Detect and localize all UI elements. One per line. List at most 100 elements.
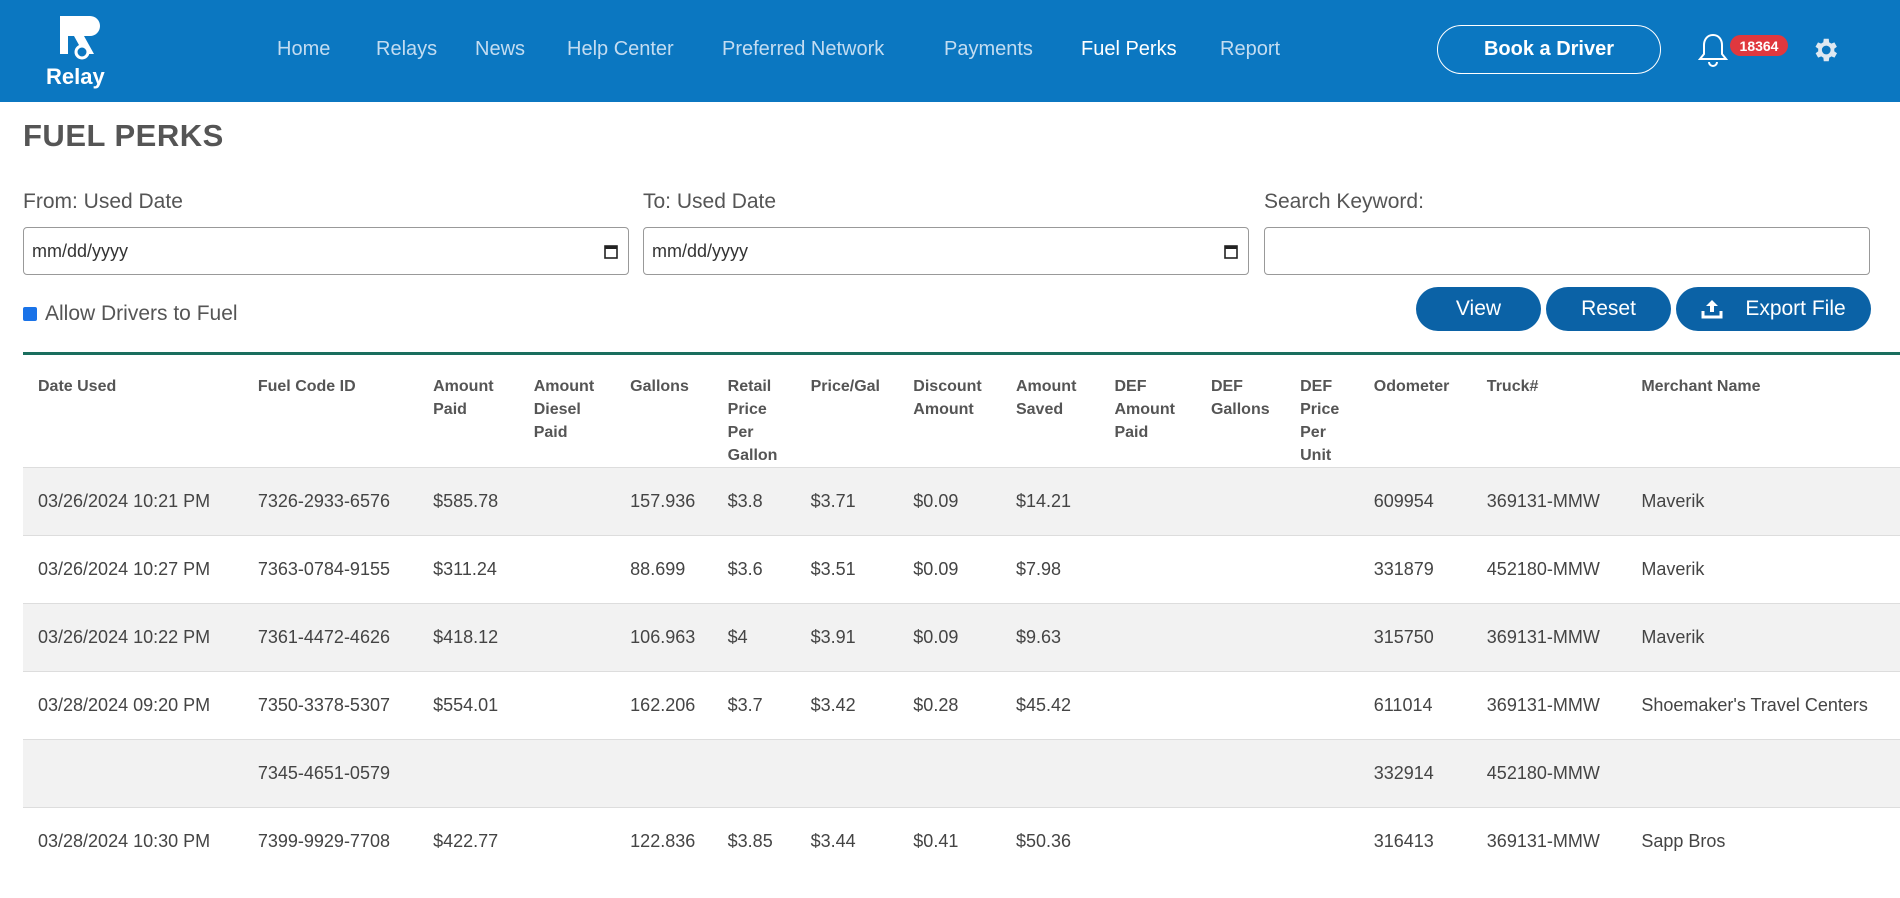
nav-link[interactable]: Preferred Network [722, 38, 884, 61]
table-cell: 609954 [1359, 468, 1472, 536]
book-driver-button[interactable]: Book a Driver [1437, 25, 1661, 74]
table-cell: 369131-MMW [1472, 808, 1627, 876]
to-date-input[interactable]: mm/dd/yyyy [643, 227, 1249, 275]
table-cell: $554.01 [418, 672, 519, 740]
table-body: 03/26/2024 10:21 PM7326-2933-6576$585.78… [23, 468, 1900, 876]
table-cell: $50.36 [1001, 808, 1100, 876]
table-cell [519, 468, 615, 536]
table-cell [1099, 604, 1195, 672]
fuel-table: Date UsedFuel Code IDAmount PaidAmount D… [23, 355, 1900, 875]
table-cell [1285, 808, 1359, 876]
nav-link[interactable]: Fuel Perks [1081, 38, 1177, 61]
export-button[interactable]: Export File [1676, 287, 1871, 331]
table-cell [1099, 468, 1195, 536]
calendar-icon[interactable] [1224, 244, 1238, 259]
table-cell: Shoemaker's Travel Centers [1626, 672, 1900, 740]
settings-icon[interactable] [1810, 35, 1840, 65]
search-label: Search Keyword: [1264, 190, 1424, 214]
table-cell: $7.98 [1001, 536, 1100, 604]
nav-link[interactable]: Report [1220, 38, 1280, 61]
nav-link[interactable]: Home [277, 38, 330, 61]
calendar-icon[interactable] [604, 244, 618, 259]
table-cell [1285, 604, 1359, 672]
table-row: 7345-4651-0579332914452180-MMW [23, 740, 1900, 808]
search-input[interactable] [1264, 227, 1870, 275]
bell-icon[interactable] [1698, 32, 1728, 68]
table-cell: 03/28/2024 10:30 PM [23, 808, 243, 876]
column-header: Amount Diesel Paid [519, 355, 615, 468]
table-cell [1285, 468, 1359, 536]
notification-badge: 18364 [1730, 35, 1788, 56]
table-cell: 7345-4651-0579 [243, 740, 418, 808]
table-cell: 7363-0784-9155 [243, 536, 418, 604]
column-header: Gallons [615, 355, 712, 468]
table-cell: $422.77 [418, 808, 519, 876]
table-cell [1196, 604, 1285, 672]
table-row: 03/26/2024 10:21 PM7326-2933-6576$585.78… [23, 468, 1900, 536]
upload-icon [1701, 299, 1723, 319]
table-cell [519, 536, 615, 604]
table-cell: $3.42 [796, 672, 899, 740]
table-cell: Maverik [1626, 604, 1900, 672]
logo-text[interactable]: Relay [46, 64, 105, 90]
column-header: DEF Gallons [1196, 355, 1285, 468]
table-cell [1196, 808, 1285, 876]
column-header: Retail Price Per Gallon [713, 355, 796, 468]
table-cell: $0.41 [898, 808, 1001, 876]
table-cell: 332914 [1359, 740, 1472, 808]
view-button[interactable]: View [1416, 287, 1541, 331]
table-cell [1196, 536, 1285, 604]
table-cell: 03/28/2024 09:20 PM [23, 672, 243, 740]
placeholder: mm/dd/yyyy [652, 241, 748, 262]
nav-link[interactable]: News [475, 38, 525, 61]
nav-link[interactable]: Payments [944, 38, 1033, 61]
table-cell [1099, 536, 1195, 604]
table-cell: 03/26/2024 10:21 PM [23, 468, 243, 536]
reset-button[interactable]: Reset [1546, 287, 1671, 331]
table-cell: 369131-MMW [1472, 468, 1627, 536]
table-cell: $3.91 [796, 604, 899, 672]
nav-link[interactable]: Relays [376, 38, 437, 61]
table-cell: 7350-3378-5307 [243, 672, 418, 740]
table-cell [519, 672, 615, 740]
table-cell: 106.963 [615, 604, 712, 672]
table-cell: 7399-9929-7708 [243, 808, 418, 876]
table-row: 03/26/2024 10:22 PM7361-4472-4626$418.12… [23, 604, 1900, 672]
table-cell: $45.42 [1001, 672, 1100, 740]
table-cell [1285, 672, 1359, 740]
table-cell: $3.71 [796, 468, 899, 536]
nav-link[interactable]: Help Center [567, 38, 674, 61]
table-cell [898, 740, 1001, 808]
column-header: Discount Amount [898, 355, 1001, 468]
top-bar: Relay Home Relays News Help Center Preferred… [0, 0, 1900, 102]
logo-icon [56, 14, 106, 62]
table-cell: $4 [713, 604, 796, 672]
table-cell [713, 740, 796, 808]
to-label: To: Used Date [643, 190, 776, 214]
from-label: From: Used Date [23, 190, 183, 214]
button-label: Export File [1745, 297, 1845, 321]
table-cell [1196, 672, 1285, 740]
column-header: Amount Paid [418, 355, 519, 468]
header-row: Date UsedFuel Code IDAmount PaidAmount D… [23, 355, 1900, 468]
from-date-input[interactable]: mm/dd/yyyy [23, 227, 629, 275]
table-cell: $0.28 [898, 672, 1001, 740]
table-cell: $9.63 [1001, 604, 1100, 672]
table-cell: 03/26/2024 10:27 PM [23, 536, 243, 604]
table-cell [519, 740, 615, 808]
table-cell: $3.44 [796, 808, 899, 876]
table-cell [1626, 740, 1900, 808]
table-cell: 331879 [1359, 536, 1472, 604]
column-header: Price/Gal [796, 355, 899, 468]
table-cell: 452180-MMW [1472, 536, 1627, 604]
table-cell: $3.8 [713, 468, 796, 536]
allow-fuel-checkbox[interactable]: Allow Drivers to Fuel [23, 302, 238, 326]
table-cell: $14.21 [1001, 468, 1100, 536]
table-cell [615, 740, 712, 808]
table-cell: 611014 [1359, 672, 1472, 740]
checkbox[interactable] [23, 307, 37, 321]
table-cell [519, 604, 615, 672]
column-header: Date Used [23, 355, 243, 468]
table-row: 03/28/2024 09:20 PM7350-3378-5307$554.01… [23, 672, 1900, 740]
